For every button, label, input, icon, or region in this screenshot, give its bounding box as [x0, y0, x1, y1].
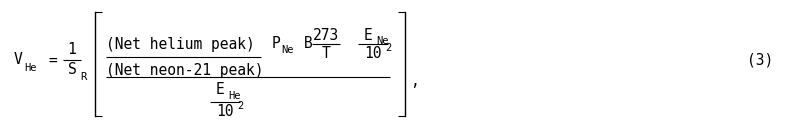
Text: Ne: Ne	[376, 36, 389, 46]
Text: 273: 273	[313, 27, 339, 43]
Text: B: B	[304, 37, 313, 51]
Text: ,: ,	[410, 74, 419, 89]
Text: V: V	[14, 53, 23, 67]
Text: R: R	[80, 72, 86, 82]
Text: 2: 2	[237, 101, 243, 111]
Text: 1: 1	[68, 43, 77, 58]
Text: He: He	[24, 63, 37, 73]
Text: (3): (3)	[747, 53, 773, 67]
Text: 2: 2	[385, 43, 391, 53]
Text: =: =	[48, 53, 57, 67]
Text: T: T	[322, 46, 330, 60]
Text: (Net neon-21 peak): (Net neon-21 peak)	[106, 62, 263, 77]
Text: 10: 10	[364, 46, 381, 60]
Text: P: P	[272, 37, 281, 51]
Text: E: E	[364, 27, 373, 43]
Text: 10: 10	[216, 105, 234, 119]
Text: (Net helium peak): (Net helium peak)	[106, 37, 255, 51]
Text: He: He	[228, 91, 240, 101]
Text: S: S	[68, 62, 77, 77]
Text: E: E	[215, 82, 224, 98]
Text: Ne: Ne	[281, 45, 294, 55]
